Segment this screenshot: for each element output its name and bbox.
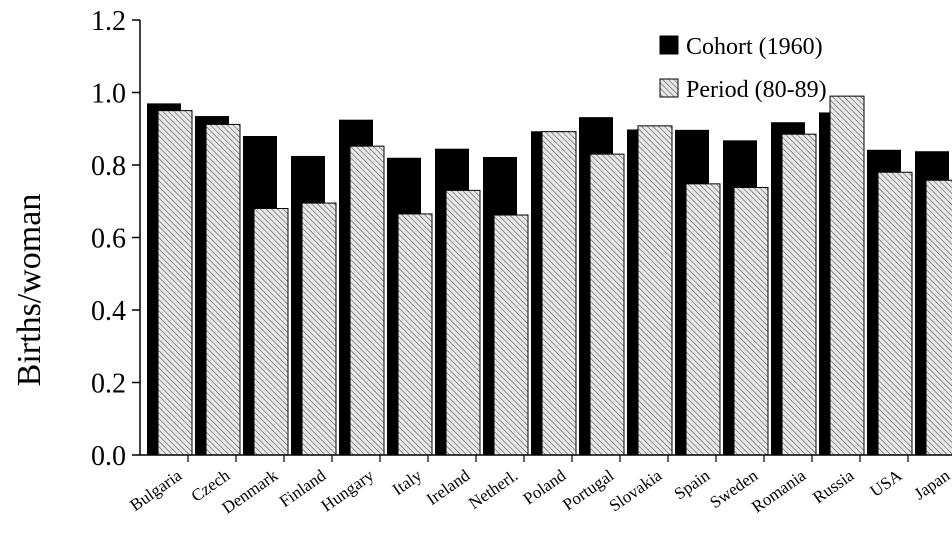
bar-period-italy (397, 213, 433, 456)
x-tick-label: Romania (748, 465, 810, 516)
bar-period-bulgaria (157, 110, 193, 456)
legend-swatch-cohort (659, 35, 679, 55)
y-tick-label: 0.8 (91, 151, 126, 182)
bar-period-spain (685, 183, 721, 456)
x-tick-label: Denmark (219, 465, 282, 517)
bar-period-ireland (445, 189, 481, 456)
y-tick-label: 0.2 (91, 369, 126, 400)
bar-period-portugal (589, 153, 625, 456)
y-tick-label: 0.4 (91, 296, 126, 327)
x-tick-label: Italy (389, 465, 426, 499)
legend-label-period: Period (80-89) (686, 77, 827, 103)
x-tick-label: Bulgaria (126, 465, 185, 514)
bar-period-russia (829, 95, 865, 456)
bar-period-hungary (349, 145, 385, 456)
y-tick-label: 1.2 (91, 6, 126, 37)
x-tick-label: Ireland (423, 465, 474, 508)
bar-period-sweden (733, 186, 769, 456)
bar-period-czech (205, 123, 241, 456)
bar-period-romania (781, 133, 817, 456)
x-tick-label: Slovakia (606, 465, 666, 515)
legend-swatch-period (659, 78, 679, 98)
legend: Cohort (1960) Period (80-89) (659, 34, 827, 103)
legend-label-cohort: Cohort (1960) (686, 34, 823, 60)
y-tick-label: 0.6 (91, 224, 126, 255)
bar-period-denmark (253, 208, 289, 456)
bar-period-japan (925, 179, 952, 456)
x-tick-label: USA (867, 465, 906, 500)
x-tick-label: Portugal (559, 466, 617, 515)
bar-period-netherl (493, 214, 529, 456)
bar-period-usa (877, 171, 913, 456)
y-tick-label: 1.0 (91, 79, 126, 110)
x-tick-label: Hungary (318, 465, 378, 515)
bar-period-slovakia (637, 125, 673, 456)
bar-period-poland (541, 131, 577, 456)
x-tick-label: Netherl. (465, 466, 521, 513)
x-tick-label: Russia (809, 465, 857, 507)
y-axis-title: Births/woman (11, 194, 48, 387)
y-tick-label: 0.0 (91, 441, 126, 472)
x-tick-label: Japan (911, 465, 952, 503)
bar-period-finland (301, 202, 337, 456)
